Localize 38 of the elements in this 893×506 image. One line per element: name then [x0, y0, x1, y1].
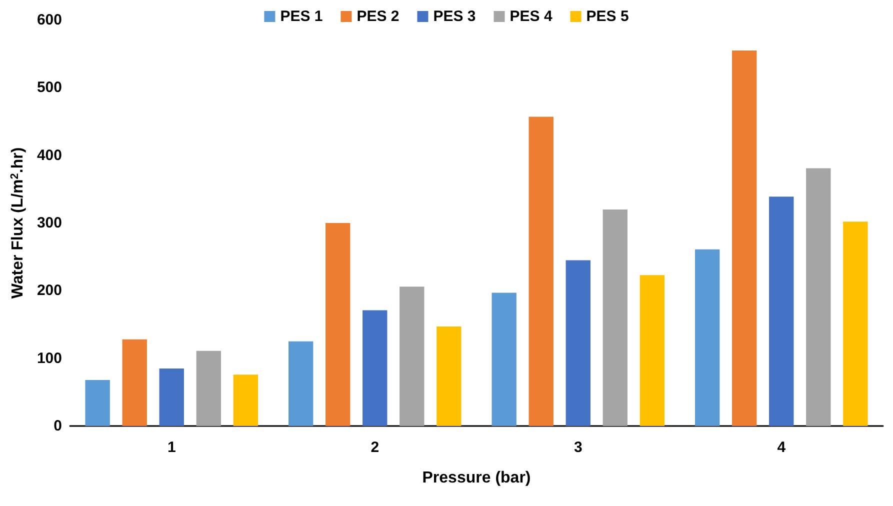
- y-tick-label: 400: [36, 146, 62, 164]
- legend-label: PES 3: [433, 8, 476, 25]
- x-tick-label: 1: [167, 439, 176, 456]
- bar: [400, 286, 424, 426]
- bar: [769, 196, 794, 426]
- bar: [196, 350, 221, 426]
- legend-label: PES 5: [586, 8, 629, 25]
- y-tick-label: 600: [36, 12, 62, 28]
- y-tick-label: 0: [54, 418, 62, 434]
- bar: [528, 116, 554, 426]
- bar: [326, 223, 350, 426]
- x-axis-title: Pressure (bar): [422, 470, 531, 486]
- bar: [122, 339, 147, 426]
- bar: [843, 222, 868, 426]
- bar: [566, 260, 590, 426]
- bar: [732, 50, 757, 426]
- bar: [694, 249, 720, 426]
- y-tick-label: 100: [36, 350, 62, 367]
- bar: [288, 341, 314, 426]
- legend-label: PES 2: [356, 8, 400, 25]
- bar: [159, 368, 184, 426]
- bar: [492, 292, 516, 426]
- y-axis-title: Water Flux (L/m2.hr): [9, 147, 27, 299]
- bar: [85, 380, 110, 426]
- bar: [233, 374, 258, 426]
- y-tick-label: 300: [36, 214, 62, 232]
- y-tick-label: 200: [36, 282, 62, 300]
- y-tick-label: 500: [36, 79, 62, 96]
- legend-label: PES 1: [280, 8, 323, 25]
- bar: [362, 310, 388, 426]
- bar: [602, 209, 628, 426]
- bar: [436, 326, 462, 426]
- bar: [806, 168, 831, 426]
- x-tick-label: 4: [777, 439, 786, 456]
- legend-label: PES 4: [510, 8, 553, 25]
- x-tick-label: 2: [370, 439, 380, 456]
- x-tick-label: 3: [574, 439, 582, 456]
- bar: [640, 275, 665, 426]
